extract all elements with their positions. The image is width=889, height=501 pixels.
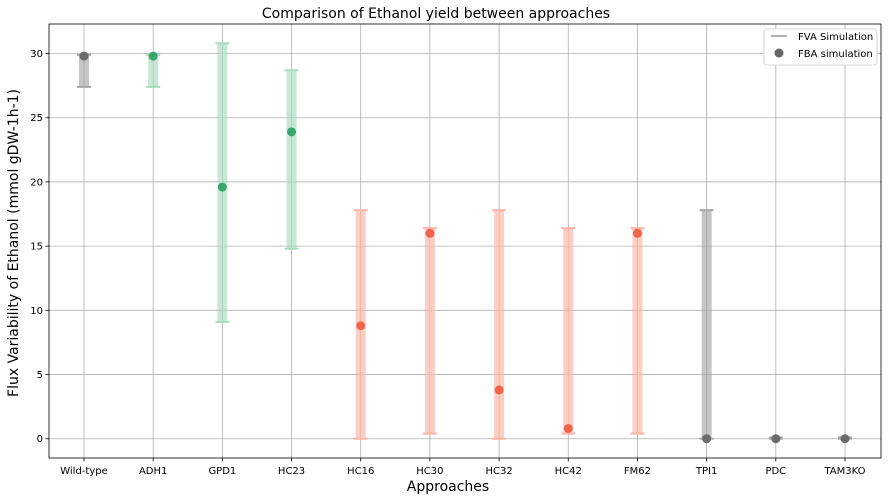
chart-title: Comparison of Ethanol yield between appr… <box>262 6 610 22</box>
fba-point <box>771 434 781 444</box>
x-tick-label: TPI1 <box>695 466 717 477</box>
fba-point <box>356 321 366 331</box>
x-tick-label: PDC <box>765 466 786 477</box>
x-tick-label: HC16 <box>347 466 374 477</box>
y-tick-label: 20 <box>30 177 43 188</box>
x-tick-label: GPD1 <box>208 466 236 477</box>
fba-dots-layer <box>79 51 850 444</box>
y-tick-labels: 0 5 10 15 20 25 30 <box>30 49 49 445</box>
fba-point <box>702 434 712 444</box>
fva-bar <box>561 227 576 435</box>
x-tick-label: Wild-type <box>60 466 108 477</box>
legend-label-fba: FBA simulation <box>798 49 873 60</box>
fva-bars-layer <box>77 42 852 440</box>
fba-point <box>563 423 573 433</box>
y-tick-label: 10 <box>30 306 43 317</box>
y-tick-label: 0 <box>37 434 43 445</box>
plot-frame <box>48 23 882 459</box>
y-tick-label: 25 <box>30 113 43 124</box>
fva-bar <box>630 227 645 435</box>
x-tick-label: HC23 <box>278 466 305 477</box>
fba-point <box>425 228 435 238</box>
fva-bar <box>422 227 437 435</box>
fba-point <box>632 228 642 238</box>
y-tick-label: 5 <box>37 370 43 381</box>
fba-point <box>840 434 850 444</box>
legend-box <box>763 28 878 66</box>
fba-point <box>287 127 297 137</box>
x-tick-label: FM62 <box>624 466 651 477</box>
fva-bar <box>699 209 714 440</box>
fba-point <box>79 51 89 61</box>
x-tick-label: ADH1 <box>139 466 167 477</box>
legend-label-fva: FVA Simulation <box>798 32 873 43</box>
x-axis-title: Approaches <box>407 479 489 495</box>
x-tick-labels: Wild-type ADH1 GPD1 HC23 HC16 HC30 HC32 HC42 FM6… <box>60 458 866 477</box>
x-tick-label: HC32 <box>485 466 512 477</box>
x-tick-label: HC30 <box>416 466 443 477</box>
legend: FVA Simulation FBA simulation <box>763 28 878 66</box>
fva-bar <box>284 69 299 250</box>
legend-dot-icon <box>774 48 784 58</box>
y-tick-label: 30 <box>30 49 43 60</box>
fva-bar <box>492 209 507 440</box>
fba-point <box>494 385 504 395</box>
fba-point <box>148 51 158 61</box>
x-tick-label: HC42 <box>555 466 582 477</box>
x-tick-label: TAM3KO <box>823 466 865 477</box>
fba-point <box>217 182 227 192</box>
y-axis-title: Flux Variability of Ethanol (mmol gDW-1h… <box>6 89 22 397</box>
y-tick-label: 15 <box>30 242 43 253</box>
